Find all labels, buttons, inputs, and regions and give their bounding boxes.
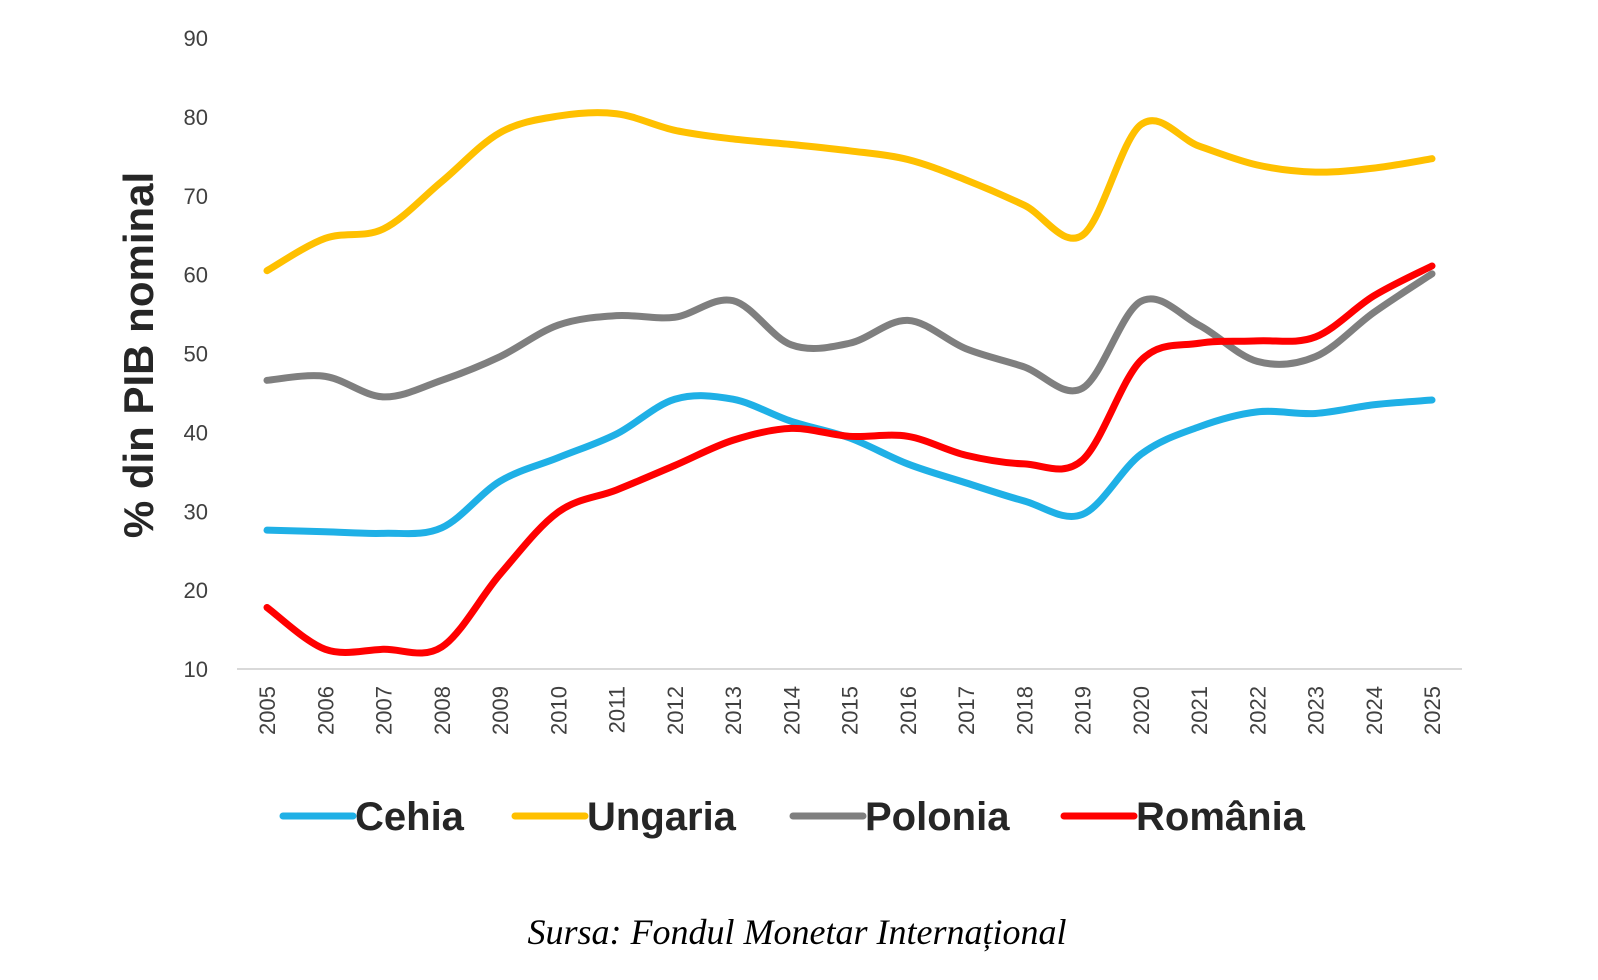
x-tick-label: 2016 [896,686,921,735]
x-tick-label: 2018 [1012,686,1037,735]
y-axis-ticks: 10 20 30 40 50 60 70 80 90 [184,26,208,682]
series-line-polonia [263,270,1436,401]
x-tick-label: 2011 [605,686,630,733]
series-line-cehia [263,392,1436,538]
series-lines [263,109,1436,657]
x-tick-label: 2023 [1304,686,1329,735]
legend: Cehia Ungaria Polonia România [279,795,1306,839]
x-tick-label: 2025 [1420,686,1445,735]
x-tick-label: 2013 [721,686,746,735]
x-tick-label: 2005 [255,686,280,735]
x-tick-label: 2020 [1129,686,1154,735]
legend-label-ungaria: Ungaria [587,795,737,839]
x-tick-label: 2008 [430,686,455,735]
legend-label-cehia: Cehia [355,795,465,839]
x-tick-label: 2014 [779,686,804,735]
x-tick-label: 2017 [954,686,979,735]
y-tick-label: 70 [184,184,208,209]
legend-label-polonia: Polonia [865,795,1010,839]
legend-label-rom-nia: România [1136,795,1306,839]
x-tick-label: 2024 [1362,686,1387,735]
x-tick-label: 2012 [663,686,688,735]
y-tick-label: 60 [184,263,208,288]
x-tick-label: 2010 [546,686,571,735]
y-tick-label: 40 [184,420,208,445]
x-tick-label: 2009 [488,686,513,735]
series-line-ungaria [263,109,1436,275]
x-tick-label: 2007 [372,686,397,735]
x-tick-label: 2015 [838,686,863,735]
x-tick-label: 2022 [1245,686,1270,735]
y-tick-label: 50 [184,342,208,367]
source-note: Sursa: Fondul Monetar Internațional [528,912,1067,952]
y-tick-label: 80 [184,105,208,130]
y-tick-label: 90 [184,26,208,51]
y-tick-label: 30 [184,499,208,524]
y-tick-label: 20 [184,578,208,603]
series-line-rom-nia [263,262,1436,657]
x-tick-label: 2019 [1071,686,1096,735]
x-tick-label: 2021 [1187,686,1212,735]
x-tick-label: 2006 [313,686,338,735]
y-axis-title: % din PIB nominal [115,172,162,538]
y-tick-label: 10 [184,657,208,682]
x-axis-ticks: 2005 2006 2007 2008 2009 2010 2011 2012 2013 2014… [255,686,1445,735]
